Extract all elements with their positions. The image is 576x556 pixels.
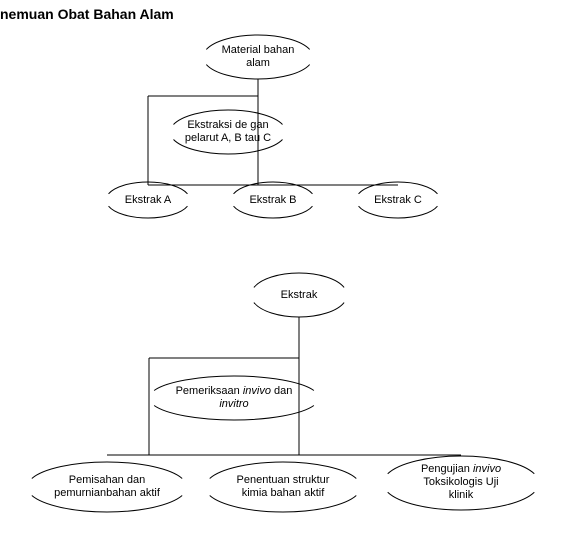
node-label-n2: Ekstraksi de ganpelarut A, B tau C	[170, 119, 286, 145]
node-label-n4: Ekstrak B	[231, 194, 315, 207]
node-label-n1: Material bahanalam	[203, 44, 313, 70]
node-label-n8: Pemisahan danpemurnianbahan aktif	[27, 474, 187, 500]
node-label-n9: Penentuan strukturkimia bahan aktif	[205, 474, 361, 500]
node-label-n10: Pengujian invivoToksikologis Ujiklinik	[383, 463, 539, 503]
node-label-n7: Pemeriksaan invivo daninvitro	[149, 385, 319, 411]
node-label-n6: Ekstrak	[251, 289, 347, 302]
node-label-n5: Ekstrak C	[356, 194, 440, 207]
diagram-stage: nemuan Obat Bahan Alam Material bahanala…	[0, 0, 576, 556]
node-label-n3: Ekstrak A	[106, 194, 190, 207]
